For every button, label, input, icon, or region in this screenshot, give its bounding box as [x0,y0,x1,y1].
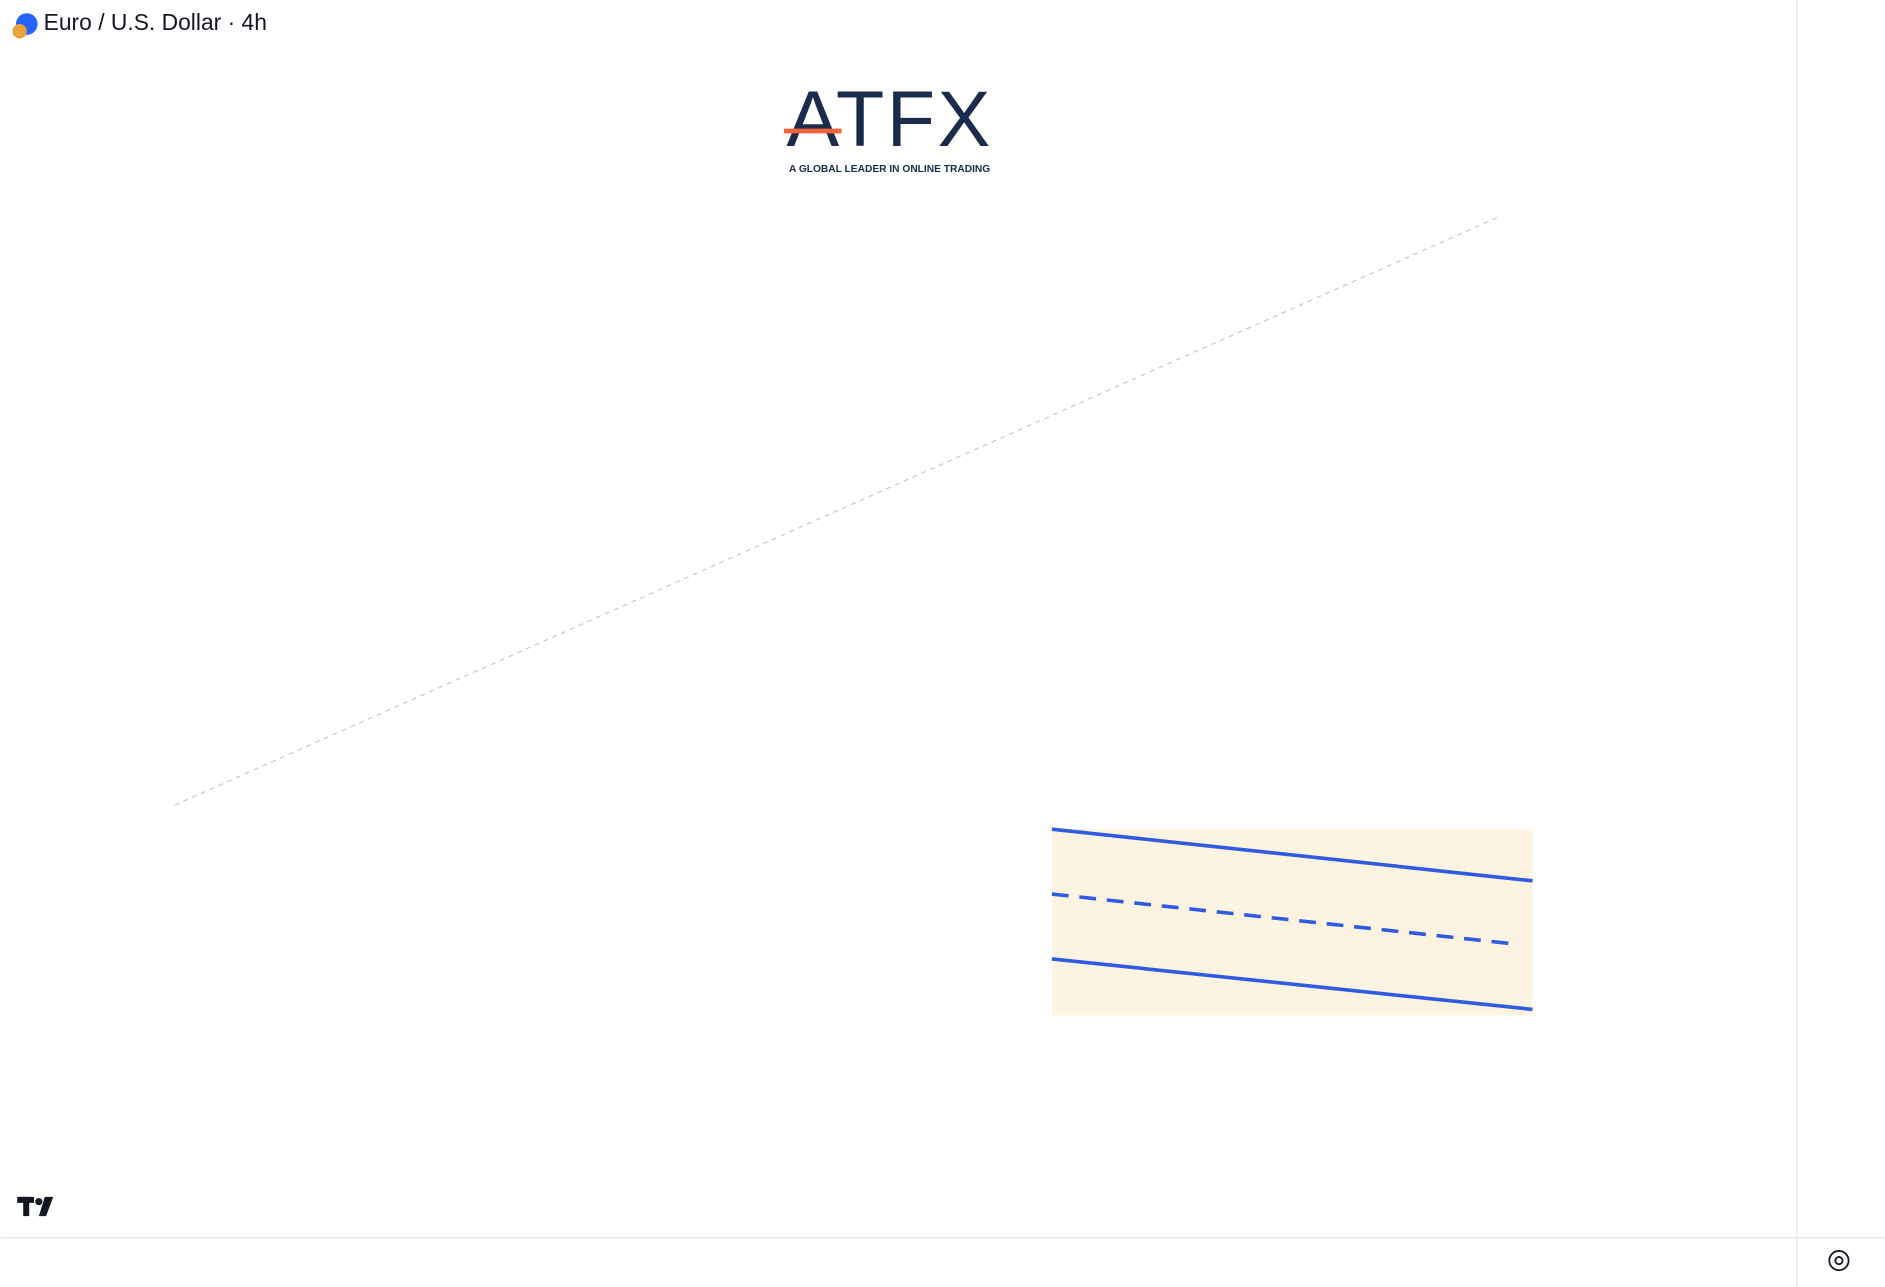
chart-title: Euro / U.S. Dollar · 4h [44,9,267,35]
channel-lower [1051,957,1533,1012]
tradingview-logo [17,1196,54,1217]
logo-tagline: A GLOBAL LEADER IN ONLINE TRADING [789,164,990,175]
symbol-icon-2 [12,24,27,39]
channel-mid [1051,892,1509,946]
settings-icon[interactable] [1828,1250,1850,1272]
channel-area [1051,829,1533,1016]
logo-name: ATFX [786,74,992,163]
channel-upper [1051,827,1533,883]
fib-trend-line [174,215,1501,806]
